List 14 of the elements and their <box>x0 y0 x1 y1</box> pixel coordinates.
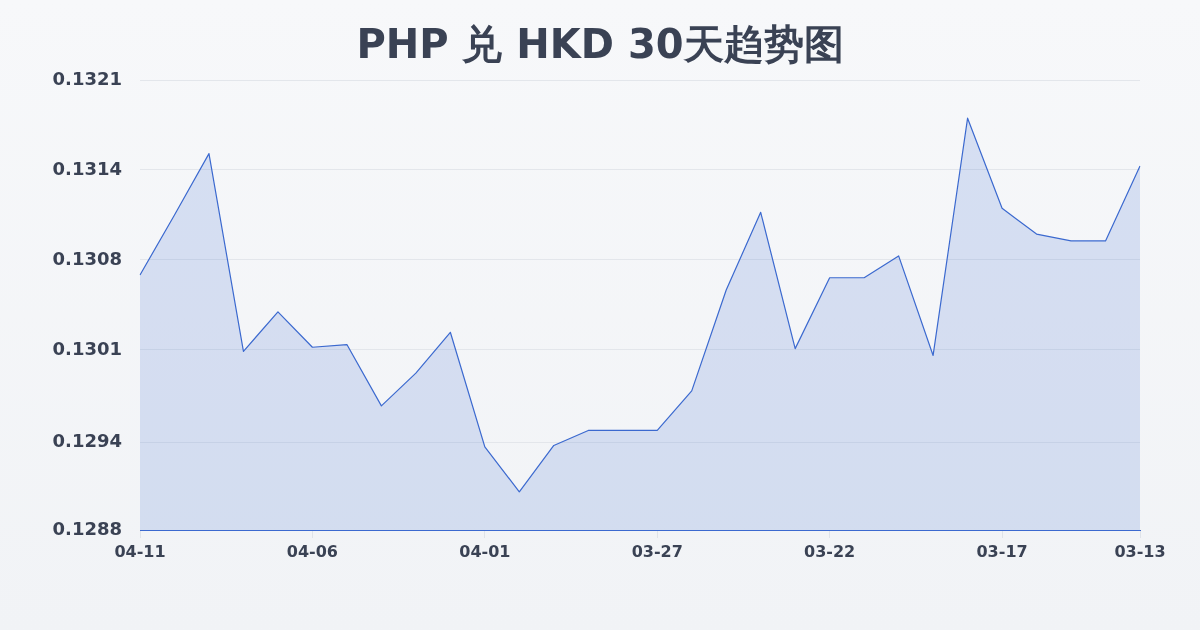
y-tick-label: 0.1314 <box>52 157 122 179</box>
chart-title: PHP 兑 HKD 30天趋势图 <box>356 21 844 67</box>
x-tick-label: 04-11 <box>114 541 166 561</box>
x-tick-label: 04-01 <box>459 541 511 561</box>
y-tick-label: 0.1321 <box>52 67 122 89</box>
x-tick-label: 03-17 <box>976 541 1028 561</box>
x-tick-label: 03-27 <box>631 541 683 561</box>
y-tick-label: 0.1308 <box>52 247 122 269</box>
x-tick-label: 03-22 <box>804 541 856 561</box>
x-tick-label: 04-06 <box>286 541 338 561</box>
x-tick-label: 03-13 <box>1114 541 1166 561</box>
y-tick-label: 0.1294 <box>52 430 122 452</box>
y-tick-label: 0.1301 <box>52 337 122 359</box>
y-tick-label: 0.1288 <box>52 517 122 539</box>
